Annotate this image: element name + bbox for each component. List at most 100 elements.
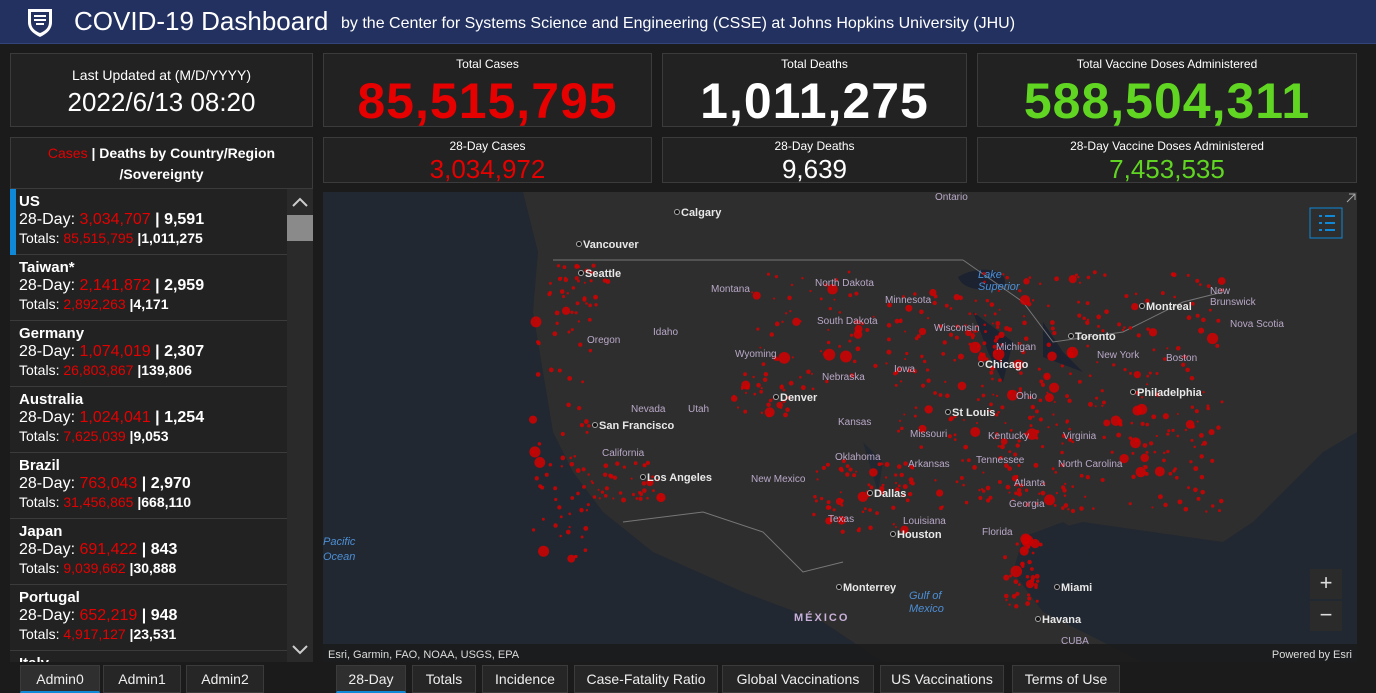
map-label: San Francisco	[599, 420, 674, 432]
case-dot	[1047, 351, 1057, 362]
tab[interactable]: Admin0	[20, 665, 100, 693]
case-dot	[992, 344, 997, 349]
zoom-out[interactable]: −	[1320, 602, 1333, 627]
case-dot	[872, 315, 875, 318]
case-dot	[810, 372, 814, 375]
list-title-cases[interactable]: Cases	[47, 145, 88, 161]
total-cases: 9,039,662	[63, 560, 126, 576]
tab[interactable]: Terms of Use	[1012, 665, 1120, 693]
country-item[interactable]: US 28-Day: 3,034,707 | 9,591 Totals: 85,51…	[10, 189, 287, 255]
separator: |	[91, 145, 96, 161]
case-dot	[1103, 273, 1107, 277]
case-dots	[528, 263, 1226, 609]
case-dot	[1071, 440, 1075, 444]
case-dot	[989, 409, 992, 412]
country-name-row: Brazil	[19, 457, 287, 475]
case-dot	[1008, 450, 1012, 454]
case-dot	[548, 462, 553, 467]
totals-label: Totals:	[19, 230, 60, 246]
map-labels: Ontario Calgary Vancouver Seattle LakeSuperi…	[323, 192, 1284, 647]
case-dot	[920, 383, 926, 388]
case-dot	[559, 289, 565, 294]
tab[interactable]: US Vaccinations	[880, 665, 1004, 693]
totals-label: Totals:	[19, 428, 60, 444]
scroll-down[interactable]	[292, 645, 308, 655]
separator: |	[137, 230, 142, 246]
case-dot	[953, 415, 957, 419]
tab[interactable]: Incidence	[482, 665, 568, 693]
case-dot	[814, 499, 818, 503]
totals-row: Totals: 85,515,795 |1,011,275	[19, 229, 287, 247]
map-label: Brunswick	[1210, 297, 1257, 308]
case-dot	[993, 312, 997, 316]
country-name-row: Australia	[19, 391, 287, 409]
case-dot	[907, 491, 913, 497]
title: COVID-19 Dashboard	[74, 6, 329, 36]
case-dot	[995, 394, 999, 397]
case-dot	[1145, 450, 1149, 454]
case-dot	[975, 421, 978, 425]
case-dot	[955, 480, 959, 484]
expand-icon[interactable]	[1346, 193, 1356, 203]
zoom-in[interactable]: +	[1320, 570, 1333, 595]
day28-label: 28-Day:	[19, 409, 76, 426]
country-item[interactable]: Portugal 28-Day: 652,219 | 948 Totals: 4,9…	[10, 585, 287, 651]
scroll-up[interactable]	[292, 197, 308, 207]
country-item[interactable]: Taiwan* 28-Day: 2,141,872 | 2,959 Totals: …	[10, 255, 287, 321]
tab[interactable]: 28-Day	[336, 665, 406, 693]
scroll-thumb[interactable]	[287, 215, 313, 241]
tab[interactable]: Case-Fatality Ratio	[574, 665, 718, 693]
case-dot	[1011, 593, 1017, 599]
case-dot	[562, 265, 567, 270]
case-dot	[646, 496, 649, 500]
tab[interactable]: Totals	[412, 665, 476, 693]
case-dot	[856, 528, 861, 533]
case-dot	[1190, 438, 1194, 442]
zoom-in-button[interactable]	[1310, 569, 1342, 599]
map[interactable]: Ontario Calgary Vancouver Seattle LakeSuperi…	[323, 192, 1357, 662]
case-dot	[760, 386, 763, 390]
case-dot	[869, 485, 874, 490]
list-title-rest[interactable]: Deaths by Country/Region	[99, 145, 276, 161]
case-dot	[538, 484, 543, 489]
map-label: MÉXICO	[794, 611, 849, 624]
total-value: 1,011,275	[700, 73, 929, 129]
case-dot	[1023, 432, 1027, 436]
case-dot	[1035, 409, 1039, 414]
case-dot	[573, 454, 577, 458]
border-line	[553, 259, 1224, 343]
country-item[interactable]: Australia 28-Day: 1,024,041 | 1,254 Totals…	[10, 387, 287, 453]
day28-label: 28-Day Deaths	[774, 139, 855, 153]
map-label: Seattle	[585, 268, 621, 280]
country-item[interactable]: Italy	[10, 651, 287, 662]
case-dot	[1092, 507, 1095, 510]
country-item[interactable]: Germany 28-Day: 1,074,019 | 2,307 Totals: …	[10, 321, 287, 387]
case-dot	[578, 342, 583, 347]
zoom-out-button[interactable]	[1310, 601, 1342, 631]
case-dot	[974, 313, 977, 316]
case-dot	[1015, 591, 1020, 597]
scrollbar[interactable]	[287, 189, 313, 662]
tab[interactable]: Global Vaccinations	[722, 665, 874, 693]
case-dot	[918, 327, 927, 336]
case-dot	[1200, 489, 1205, 495]
case-dot	[761, 362, 766, 367]
country-item[interactable]: Brazil 28-Day: 763,043 | 2,970 Totals: 31,…	[10, 453, 287, 519]
case-dot	[1027, 559, 1032, 565]
case-dot	[630, 477, 633, 480]
country-item[interactable]: Japan 28-Day: 691,422 | 843 Totals: 9,039,…	[10, 519, 287, 585]
case-dot	[936, 489, 944, 497]
case-dot	[1151, 506, 1154, 509]
case-dot	[919, 309, 924, 315]
tab[interactable]: Admin1	[103, 665, 181, 693]
case-dot	[813, 494, 817, 499]
case-dot	[1000, 343, 1004, 347]
case-dot	[1128, 436, 1133, 440]
case-dot	[982, 272, 986, 275]
case-dot	[1123, 368, 1127, 372]
legend-button[interactable]	[1309, 207, 1343, 239]
case-dot	[1177, 499, 1183, 505]
case-dot	[1040, 490, 1046, 496]
case-dot	[1005, 484, 1011, 490]
tab[interactable]: Admin2	[186, 665, 264, 693]
